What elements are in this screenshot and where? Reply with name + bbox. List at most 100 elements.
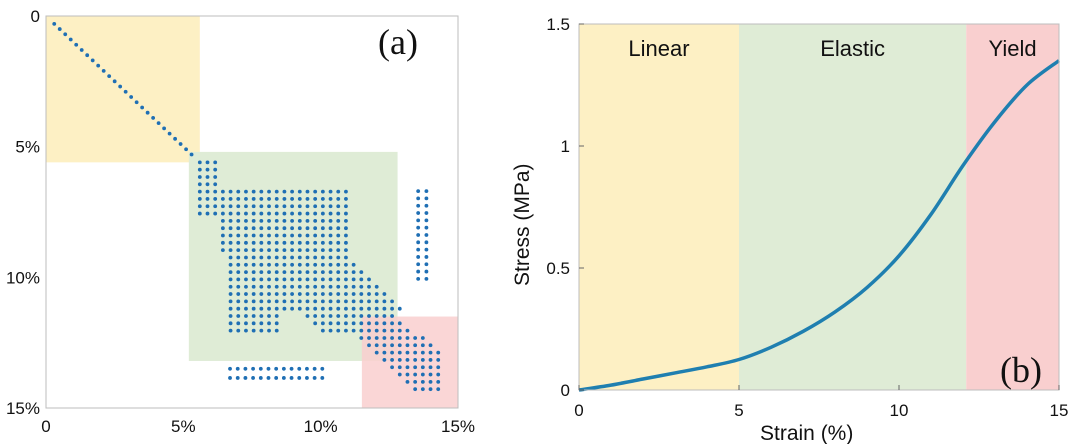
matrix-point xyxy=(367,299,371,304)
matrix-point xyxy=(416,189,421,193)
matrix-point xyxy=(274,376,279,380)
matrix-point xyxy=(259,226,264,231)
matrix-point xyxy=(197,189,202,194)
matrix-point xyxy=(390,314,394,318)
matrix-point xyxy=(228,211,233,216)
matrix-point xyxy=(236,233,241,238)
matrix-point xyxy=(236,292,241,296)
matrix-point xyxy=(274,218,279,223)
panel-b-x-ticks: 0 5 10 15 xyxy=(574,385,1068,420)
matrix-point xyxy=(290,277,295,282)
matrix-point xyxy=(267,226,271,231)
matrix-point xyxy=(213,211,218,216)
matrix-point xyxy=(297,306,302,311)
matrix-point xyxy=(244,262,248,267)
panel-a-y-tick: 15% xyxy=(6,399,40,418)
matrix-point xyxy=(336,226,341,231)
matrix-point xyxy=(259,189,264,194)
matrix-point xyxy=(344,262,348,267)
matrix-point xyxy=(274,226,279,231)
matrix-point xyxy=(235,366,240,371)
matrix-point xyxy=(320,292,325,296)
matrix-point xyxy=(140,105,145,110)
matrix-point xyxy=(205,167,210,172)
panel-a-points xyxy=(52,21,441,392)
matrix-point xyxy=(320,277,325,282)
matrix-point xyxy=(305,218,310,223)
x-axis-label: Strain (%) xyxy=(760,422,853,444)
matrix-point xyxy=(320,197,325,201)
panel-b-y-ticks: 0 0.5 1 1.5 xyxy=(546,15,584,400)
matrix-point xyxy=(134,100,139,105)
matrix-point xyxy=(320,306,325,311)
matrix-point xyxy=(189,152,194,157)
matrix-point xyxy=(197,175,202,179)
matrix-point xyxy=(282,197,287,201)
matrix-point xyxy=(228,328,233,333)
matrix-point xyxy=(313,233,318,238)
matrix-point xyxy=(336,240,341,245)
matrix-point xyxy=(251,284,256,289)
matrix-point xyxy=(328,240,333,245)
matrix-point xyxy=(107,74,112,79)
matrix-point xyxy=(313,284,318,289)
matrix-point xyxy=(205,197,210,201)
matrix-point xyxy=(281,376,286,380)
matrix-point xyxy=(328,226,333,231)
matrix-point xyxy=(267,262,271,267)
matrix-point xyxy=(266,376,271,380)
matrix-point xyxy=(313,314,318,318)
matrix-point xyxy=(282,270,287,275)
matrix-point xyxy=(424,269,429,274)
matrix-point xyxy=(282,211,287,216)
matrix-point xyxy=(290,262,295,267)
matrix-point xyxy=(228,240,233,245)
matrix-point xyxy=(205,182,210,187)
matrix-point xyxy=(397,358,402,362)
region-label: Linear xyxy=(628,36,689,61)
matrix-point xyxy=(129,95,134,99)
matrix-point xyxy=(251,226,256,231)
matrix-point xyxy=(118,84,123,89)
matrix-point xyxy=(236,197,241,201)
matrix-point xyxy=(390,321,394,326)
matrix-point xyxy=(336,248,341,253)
matrix-point xyxy=(305,233,310,238)
matrix-point xyxy=(259,299,264,304)
matrix-point xyxy=(313,189,318,194)
matrix-point xyxy=(424,225,429,230)
panel-a-y-tick: 0 xyxy=(31,7,40,26)
matrix-point xyxy=(424,255,429,259)
matrix-point xyxy=(420,372,425,377)
matrix-point xyxy=(305,255,310,260)
matrix-point xyxy=(305,211,310,216)
matrix-point xyxy=(328,292,333,296)
matrix-point xyxy=(297,211,302,216)
matrix-point xyxy=(320,262,325,267)
matrix-point xyxy=(382,350,387,355)
panel-a-x-tick: 15% xyxy=(441,417,475,436)
matrix-point xyxy=(236,277,241,282)
matrix-point xyxy=(313,306,318,311)
matrix-point xyxy=(258,376,263,380)
matrix-point xyxy=(244,314,248,318)
matrix-point xyxy=(274,211,279,216)
matrix-point xyxy=(251,366,255,371)
matrix-point xyxy=(313,262,318,267)
matrix-point xyxy=(259,306,264,311)
matrix-point xyxy=(244,292,248,296)
matrix-point xyxy=(397,328,402,333)
matrix-point xyxy=(390,306,394,311)
matrix-point xyxy=(228,292,233,296)
matrix-point xyxy=(359,277,364,282)
matrix-point xyxy=(405,343,410,348)
matrix-point xyxy=(297,189,302,194)
matrix-point xyxy=(205,211,210,216)
panel-b-y-tick: 0 xyxy=(561,381,570,400)
matrix-point xyxy=(282,189,287,194)
matrix-point xyxy=(428,350,433,355)
panel-a-frame xyxy=(45,15,459,409)
matrix-point xyxy=(336,211,341,216)
matrix-point xyxy=(416,218,421,223)
